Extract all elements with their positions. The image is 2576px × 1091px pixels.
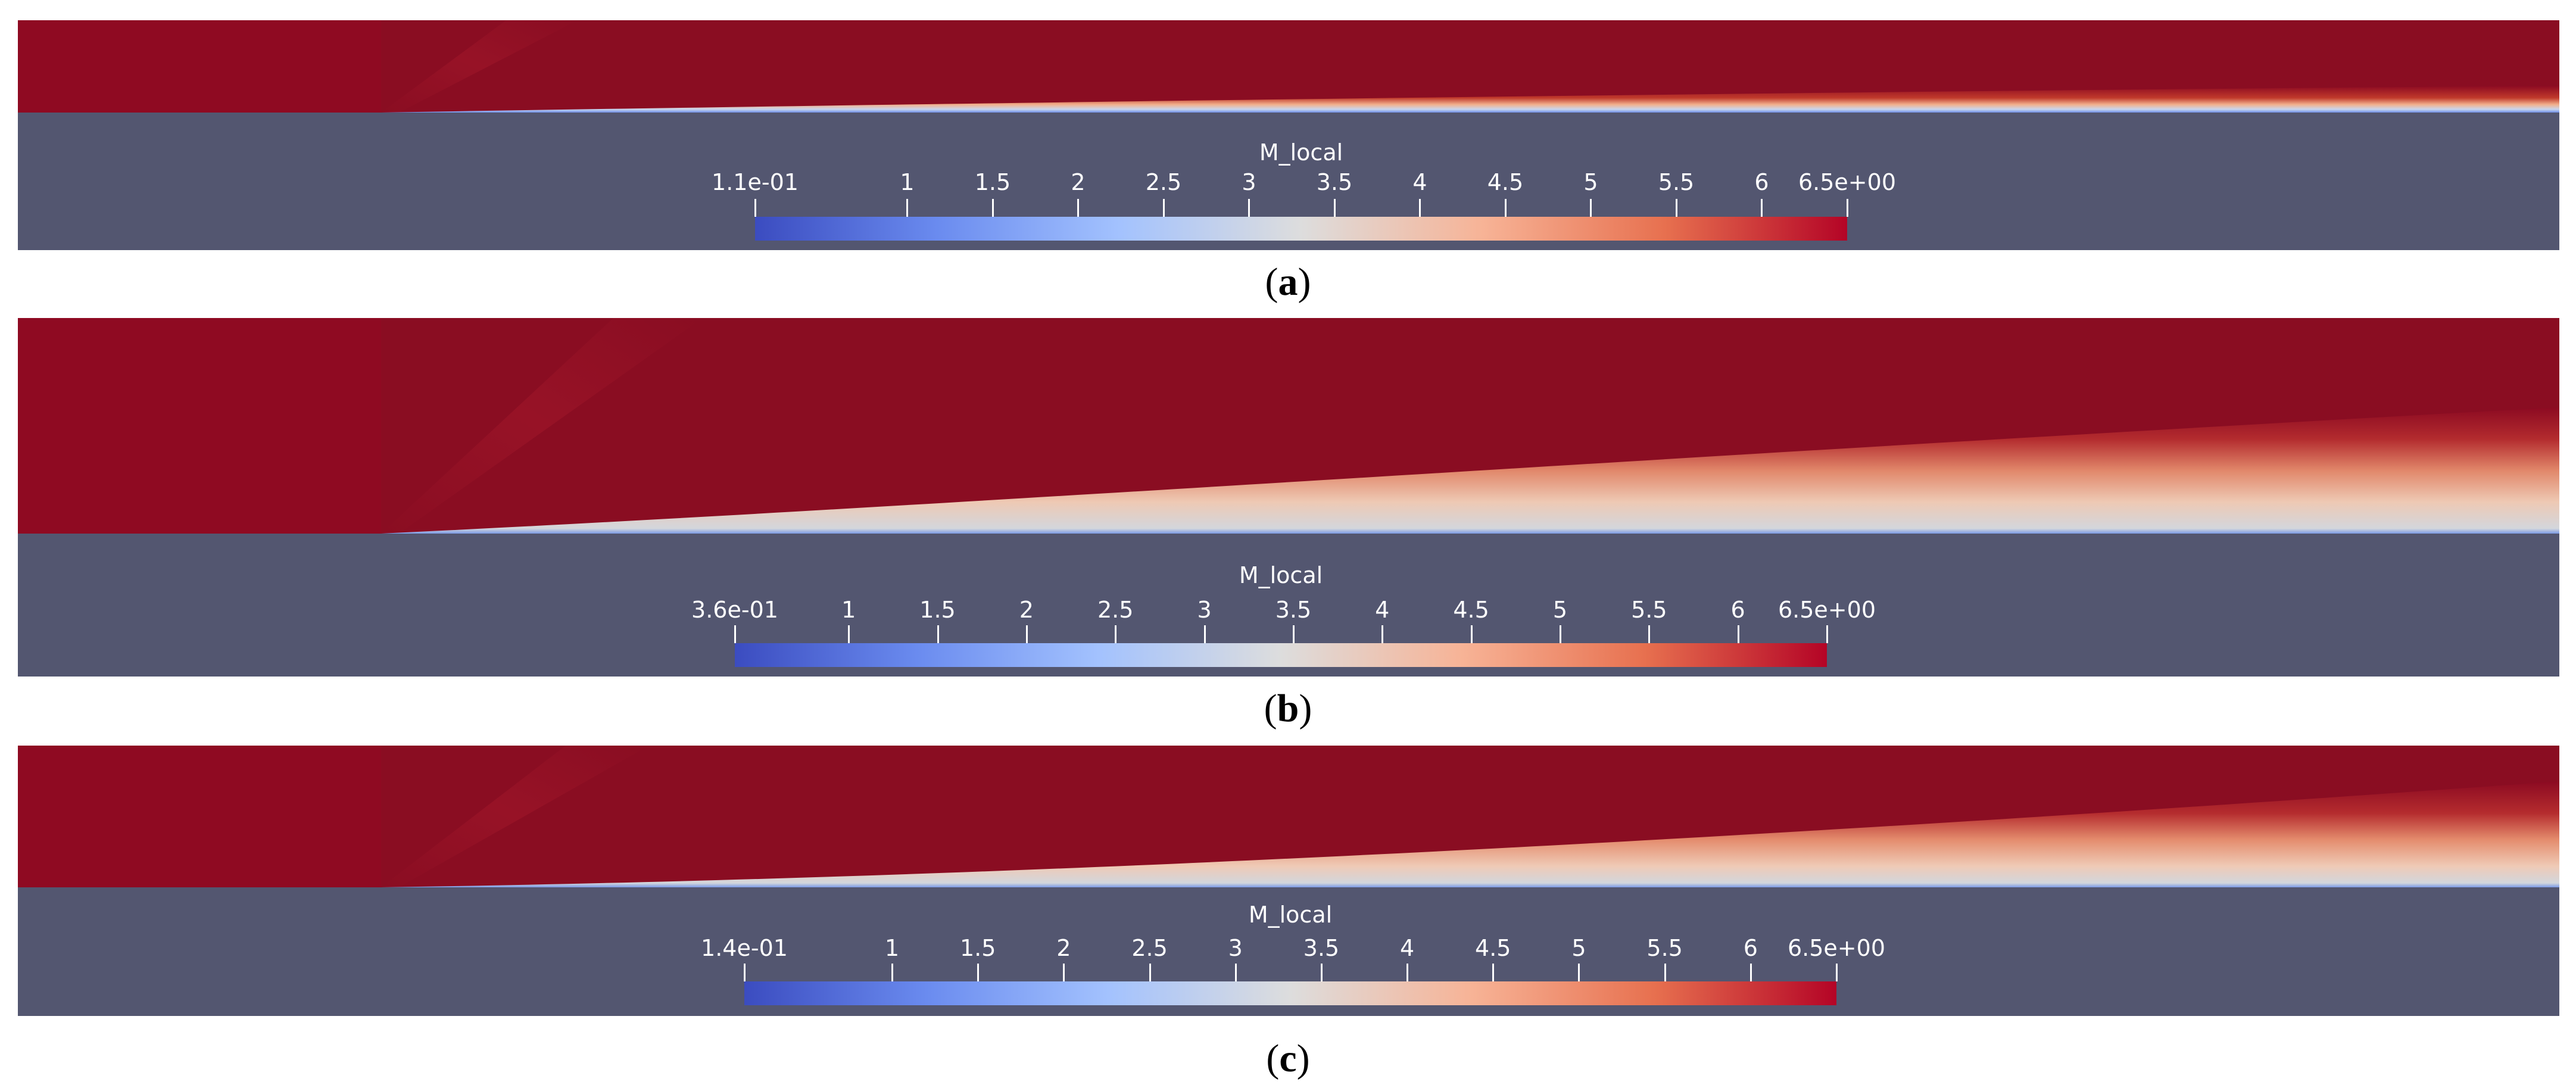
colorbar-tick-label: 1.5 <box>959 935 996 961</box>
colorbar-tick <box>1234 964 1237 981</box>
colorbar-tick-label: 2.5 <box>1131 935 1168 961</box>
colorbar-tick-label: 4.5 <box>1487 169 1524 195</box>
colorbar-tick-label: 5.5 <box>1631 597 1667 623</box>
colorbar-tick <box>1320 964 1323 981</box>
colorbar-tick <box>1203 625 1206 643</box>
colorbar-tick <box>1847 199 1848 217</box>
colorbar-tick-label: 6.5e+00 <box>1787 935 1886 961</box>
colorbar-tick-label: 1 <box>884 935 900 961</box>
colorbar-tick <box>906 199 909 217</box>
colorbar-gradient <box>735 643 1827 667</box>
colorbar-tick-label: 3 <box>1242 169 1256 195</box>
colorbar-tick <box>1248 199 1250 217</box>
colorbar-tick-label: 2 <box>1019 597 1034 623</box>
colorbar-tick <box>991 199 994 217</box>
colorbar-tick <box>744 964 746 981</box>
colorbar-title: M_local <box>1259 139 1343 166</box>
colorbar-tick-label: 5 <box>1571 935 1586 961</box>
caption-c: (c) <box>1266 1037 1310 1080</box>
colorbar-tick <box>1826 625 1828 643</box>
colorbar-tick <box>1836 964 1838 981</box>
mach-contour-a <box>18 20 2559 113</box>
colorbar-tick <box>1149 964 1151 981</box>
colorbar-tick-label: 6.5e+00 <box>1798 169 1897 195</box>
colorbar-tick-label: 1.5 <box>919 597 956 623</box>
colorbar-tick-label: 5 <box>1583 169 1598 195</box>
colorbar-tick <box>1648 625 1651 643</box>
colorbar-tick-label: 3.5 <box>1316 169 1353 195</box>
colorbar-tick <box>937 625 939 643</box>
colorbar-tick <box>1675 199 1677 217</box>
colorbar-tick <box>848 625 850 643</box>
colorbar-tick <box>1063 964 1065 981</box>
colorbar-tick <box>1115 625 1117 643</box>
colorbar-tick-label: 5 <box>1552 597 1568 623</box>
colorbar-tick-label: 6.5e+00 <box>1777 597 1876 623</box>
colorbar-tick <box>1333 199 1336 217</box>
colorbar-tick-label: 2.5 <box>1097 597 1134 623</box>
colorbar-gradient <box>744 981 1836 1005</box>
colorbar-tick <box>1025 625 1028 643</box>
colorbar-title: M_local <box>1248 902 1333 928</box>
colorbar-tick <box>754 199 756 217</box>
caption-a: (a) <box>1265 260 1311 304</box>
colorbar-tick-label: 4 <box>1375 597 1390 623</box>
colorbar-tick-label: 2 <box>1071 169 1086 195</box>
colorbar-tick-label: 5.5 <box>1646 935 1683 961</box>
colorbar-tick <box>1559 625 1561 643</box>
panel-b: M_local 3.6e-01 1 1.5 2 2.5 3 3.5 4 4.5 5 5.5 6 6.5e+… <box>18 318 2559 677</box>
colorbar-tick-label: 3 <box>1197 597 1212 623</box>
colorbar-tick <box>977 964 980 981</box>
mach-contour-c <box>18 746 2559 887</box>
mach-contour-b <box>18 318 2559 534</box>
colorbar-tick-label: 1.4e-01 <box>701 935 788 961</box>
colorbar-tick-label: 5.5 <box>1658 169 1695 195</box>
colorbar-tick-label: 1.5 <box>974 169 1011 195</box>
panel-a: M_local 1.1e-01 1 1.5 2 2.5 3 3.5 4 4.5 5 5.5 6 6.5e+… <box>18 20 2559 250</box>
colorbar-tick <box>1664 964 1666 981</box>
colorbar-tick <box>1504 199 1507 217</box>
caption-b: (b) <box>1264 687 1312 730</box>
colorbar-tick-label: 4 <box>1412 169 1427 195</box>
colorbar-tick <box>1761 199 1763 217</box>
colorbar-tick-label: 2.5 <box>1145 169 1182 195</box>
colorbar-tick-label: 4.5 <box>1475 935 1511 961</box>
colorbar-tick <box>1162 199 1165 217</box>
colorbar-tick <box>1470 625 1473 643</box>
colorbar-tick <box>1578 964 1580 981</box>
colorbar-tick-label: 1.1e-01 <box>712 169 799 195</box>
colorbar-tick <box>1749 964 1752 981</box>
colorbar-tick-label: 2 <box>1056 935 1071 961</box>
colorbar-gradient <box>755 217 1847 241</box>
colorbar-tick-label: 6 <box>1754 169 1769 195</box>
colorbar-tick <box>1590 199 1592 217</box>
colorbar-tick <box>1077 199 1080 217</box>
colorbar-tick-label: 4.5 <box>1453 597 1489 623</box>
colorbar-tick-label: 3.6e-01 <box>691 597 778 623</box>
colorbar-tick <box>1737 625 1739 643</box>
colorbar-tick-label: 6 <box>1743 935 1758 961</box>
colorbar-tick <box>1492 964 1495 981</box>
colorbar-tick <box>1292 625 1295 643</box>
colorbar-tick-label: 4 <box>1399 935 1415 961</box>
colorbar-tick-label: 1 <box>900 169 915 195</box>
colorbar-tick <box>891 964 893 981</box>
colorbar-tick-label: 3.5 <box>1275 597 1312 623</box>
colorbar-tick <box>734 625 736 643</box>
colorbar-tick <box>1419 199 1421 217</box>
panel-c: M_local 1.4e-01 1 1.5 2 2.5 3 3.5 4 4.5 5 5.5 6 6.5e+… <box>18 746 2559 1016</box>
colorbar-tick-label: 1 <box>841 597 856 623</box>
colorbar-title: M_local <box>1239 562 1323 588</box>
colorbar-tick-label: 3 <box>1228 935 1243 961</box>
colorbar-tick <box>1406 964 1409 981</box>
colorbar-tick <box>1381 625 1384 643</box>
colorbar-tick-label: 3.5 <box>1303 935 1340 961</box>
colorbar-tick-label: 6 <box>1730 597 1745 623</box>
